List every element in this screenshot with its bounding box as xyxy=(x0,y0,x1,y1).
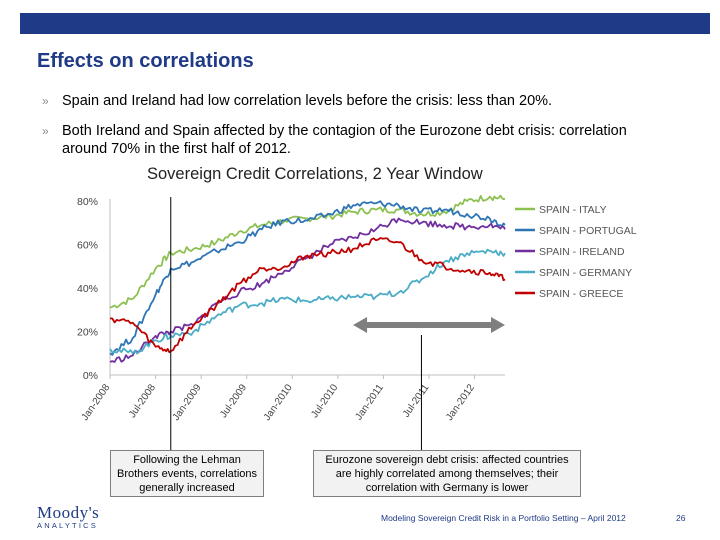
page-number: 26 xyxy=(676,513,686,523)
top-banner xyxy=(20,13,710,34)
y-tick-label: 20% xyxy=(77,327,98,339)
bullet-text: Spain and Ireland had low correlation le… xyxy=(62,93,553,109)
chart-title: Sovereign Credit Correlations, 2 Year Wi… xyxy=(147,165,483,183)
x-tick-label: Jan-2010 xyxy=(262,382,295,423)
bullet-marker: » xyxy=(42,124,49,138)
crisis-period-arrow xyxy=(353,316,505,333)
eurozone-callout: Eurozone sovereign debt crisis: affected… xyxy=(313,450,581,497)
footer-text: Modeling Sovereign Credit Risk in a Port… xyxy=(381,513,626,523)
y-tick-label: 60% xyxy=(77,240,98,252)
correlation-chart: 0% 20% 40% 60% 80% Jan-2008 Jul-2008 Jan-2009 Ju… xyxy=(77,195,637,450)
x-tick-label: Jul-2009 xyxy=(218,382,249,420)
y-tick-label: 0% xyxy=(83,370,98,382)
y-tick-label: 40% xyxy=(77,283,98,295)
series-line-spain-germany xyxy=(109,248,506,355)
legend-label: SPAIN - IRELAND xyxy=(539,246,625,258)
moodys-analytics-logo: Moody's ANALYTICS xyxy=(37,503,99,530)
series-line-spain-portugal xyxy=(109,200,506,356)
legend-label: SPAIN - PORTUGAL xyxy=(539,225,637,237)
x-tick-label: Jul-2008 xyxy=(127,382,158,420)
x-tick-label: Jul-2011 xyxy=(401,382,432,419)
x-tick-label: Jan-2009 xyxy=(171,382,204,423)
x-tick-label: Jul-2010 xyxy=(309,382,340,420)
bullet-2: » Both Ireland and Spain affected by the… xyxy=(42,122,652,158)
slide-title: Effects on correlations xyxy=(37,50,254,72)
x-tick-label: Jan-2012 xyxy=(444,382,477,423)
x-tick-label: Jan-2011 xyxy=(353,382,386,422)
arrow-head-left xyxy=(353,316,368,333)
legend-label: SPAIN - ITALY xyxy=(539,204,607,216)
logo-sub: ANALYTICS xyxy=(37,521,98,530)
series-line-spain-italy xyxy=(109,195,506,309)
bullet-text: Both Ireland and Spain affected by the c… xyxy=(62,123,627,157)
logo-main: Moody's xyxy=(37,503,100,522)
lehman-callout: Following the Lehman Brothers events, co… xyxy=(110,450,264,497)
bullet-marker: » xyxy=(42,94,49,108)
legend-label: SPAIN - GREECE xyxy=(539,288,623,300)
arrow-head-right xyxy=(491,316,505,333)
y-tick-label: 80% xyxy=(77,196,98,208)
x-tick-label: Jan-2008 xyxy=(80,382,113,423)
series-line-spain-ireland xyxy=(109,217,506,363)
legend-label: SPAIN - GERMANY xyxy=(539,267,632,279)
bullet-1: » Spain and Ireland had low correlation … xyxy=(42,92,652,110)
